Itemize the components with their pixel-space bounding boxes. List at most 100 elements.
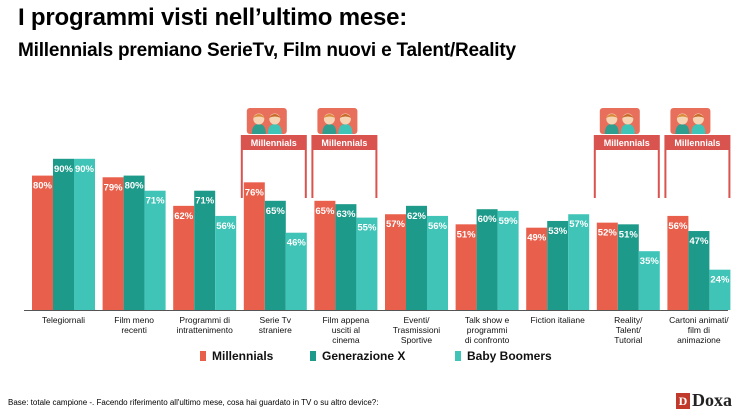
bar-millennials — [102, 177, 124, 310]
person-body-icon — [691, 124, 706, 134]
person-hair-icon — [605, 114, 618, 118]
person-body-icon — [675, 124, 690, 134]
data-label: 63% — [336, 209, 356, 220]
category-label: straniere — [259, 325, 292, 335]
legend-entry: Generazione X — [322, 349, 405, 363]
bar-baby-boomers — [427, 215, 448, 310]
category-label: cinema — [332, 335, 360, 345]
bar-baby-boomers — [74, 158, 95, 310]
category-label: Tutorial — [614, 335, 642, 345]
highlight-label-box — [664, 135, 731, 150]
data-label: 71% — [146, 196, 166, 207]
legend-entry: Millennials — [212, 349, 274, 363]
bar-baby-boomers — [568, 214, 590, 310]
bar-millennials — [314, 200, 336, 310]
category-label: di confronto — [465, 335, 510, 345]
bar-baby-boomers — [285, 232, 307, 310]
bar-generazione-x — [194, 190, 216, 310]
data-label: 76% — [245, 187, 265, 198]
bar-millennials — [596, 222, 618, 310]
person-hair-icon — [323, 114, 336, 118]
bar-generazione-x — [476, 209, 498, 310]
highlight-label-box — [593, 135, 660, 150]
legend-swatch — [455, 351, 461, 361]
bar-millennials — [526, 227, 548, 310]
data-label: 56% — [428, 221, 448, 232]
bar-generazione-x — [264, 200, 286, 310]
category-label: usciti al — [332, 325, 360, 335]
data-label: 90% — [54, 164, 74, 175]
data-label: 62% — [174, 211, 194, 222]
data-label: 53% — [548, 226, 568, 237]
data-label: 60% — [478, 214, 498, 225]
highlight-label: Millennials — [604, 138, 650, 148]
data-label: 46% — [287, 238, 307, 249]
bar-generazione-x — [53, 158, 74, 310]
bar-generazione-x — [123, 175, 145, 310]
category-label: Telegiornali — [42, 315, 85, 325]
data-label: 55% — [357, 223, 377, 234]
highlight-label: Millennials — [321, 138, 367, 148]
bar-generazione-x — [617, 224, 639, 310]
page-title: I programmi visti nell’ultimo mese: — [18, 4, 408, 31]
bar-millennials — [667, 215, 689, 310]
category-label: Reality/ — [614, 315, 643, 325]
data-label: 59% — [499, 216, 519, 227]
data-label: 51% — [619, 229, 639, 240]
bar-generazione-x — [406, 205, 427, 310]
person-hair-icon — [621, 114, 634, 118]
data-label: 90% — [75, 164, 95, 175]
highlight-label: Millennials — [251, 138, 297, 148]
category-label: animazione — [677, 335, 721, 345]
category-label: Trasmissioni — [393, 325, 440, 335]
person-hair-icon — [339, 114, 352, 118]
category-label: Fiction italiane — [531, 315, 586, 325]
bar-millennials — [173, 205, 195, 310]
person-body-icon — [267, 124, 282, 134]
data-label: 80% — [125, 181, 145, 192]
data-label: 71% — [195, 196, 215, 207]
person-hair-icon — [268, 114, 281, 118]
bar-generazione-x — [547, 220, 569, 310]
bar-baby-boomers — [144, 190, 166, 310]
highlight-bracket — [664, 150, 731, 198]
data-label: 24% — [710, 275, 730, 286]
data-label: 57% — [569, 219, 589, 230]
highlight-label-box — [240, 135, 307, 150]
category-label: Serie Tv — [260, 315, 292, 325]
doxa-logo-mark: D — [676, 393, 690, 409]
category-label: Film meno — [114, 315, 154, 325]
data-label: 47% — [689, 236, 709, 247]
bar-millennials — [32, 175, 53, 310]
highlight-bracket — [240, 150, 307, 198]
person-body-icon — [620, 124, 635, 134]
bar-millennials — [455, 224, 477, 310]
data-label: 62% — [407, 211, 427, 222]
category-label: Programmi di — [179, 315, 230, 325]
highlight-label-box — [311, 135, 378, 150]
person-hair-icon — [692, 114, 705, 118]
bar-baby-boomers — [709, 269, 731, 310]
data-label: 56% — [216, 221, 236, 232]
data-label: 35% — [640, 256, 660, 267]
person-hair-icon — [252, 114, 265, 118]
data-label: 65% — [315, 206, 335, 217]
category-label: Sportive — [401, 335, 432, 345]
category-label: Talent/ — [616, 325, 642, 335]
person-body-icon — [251, 124, 266, 134]
data-label: 79% — [104, 182, 124, 193]
bar-millennials — [243, 182, 265, 310]
bar-baby-boomers — [356, 217, 378, 310]
category-label: film di — [688, 325, 710, 335]
doxa-logo-text: Doxa — [692, 390, 732, 410]
data-label: 52% — [598, 228, 618, 239]
bar-generazione-x — [688, 231, 710, 310]
page-subtitle: Millennials premiano SerieTv, Film nuovi… — [18, 40, 516, 61]
bar-baby-boomers — [638, 251, 660, 310]
bar-generazione-x — [335, 204, 357, 310]
person-hair-icon — [676, 114, 689, 118]
category-label: Cartoni animati/ — [669, 315, 729, 325]
person-body-icon — [604, 124, 619, 134]
highlight-label: Millennials — [674, 138, 720, 148]
